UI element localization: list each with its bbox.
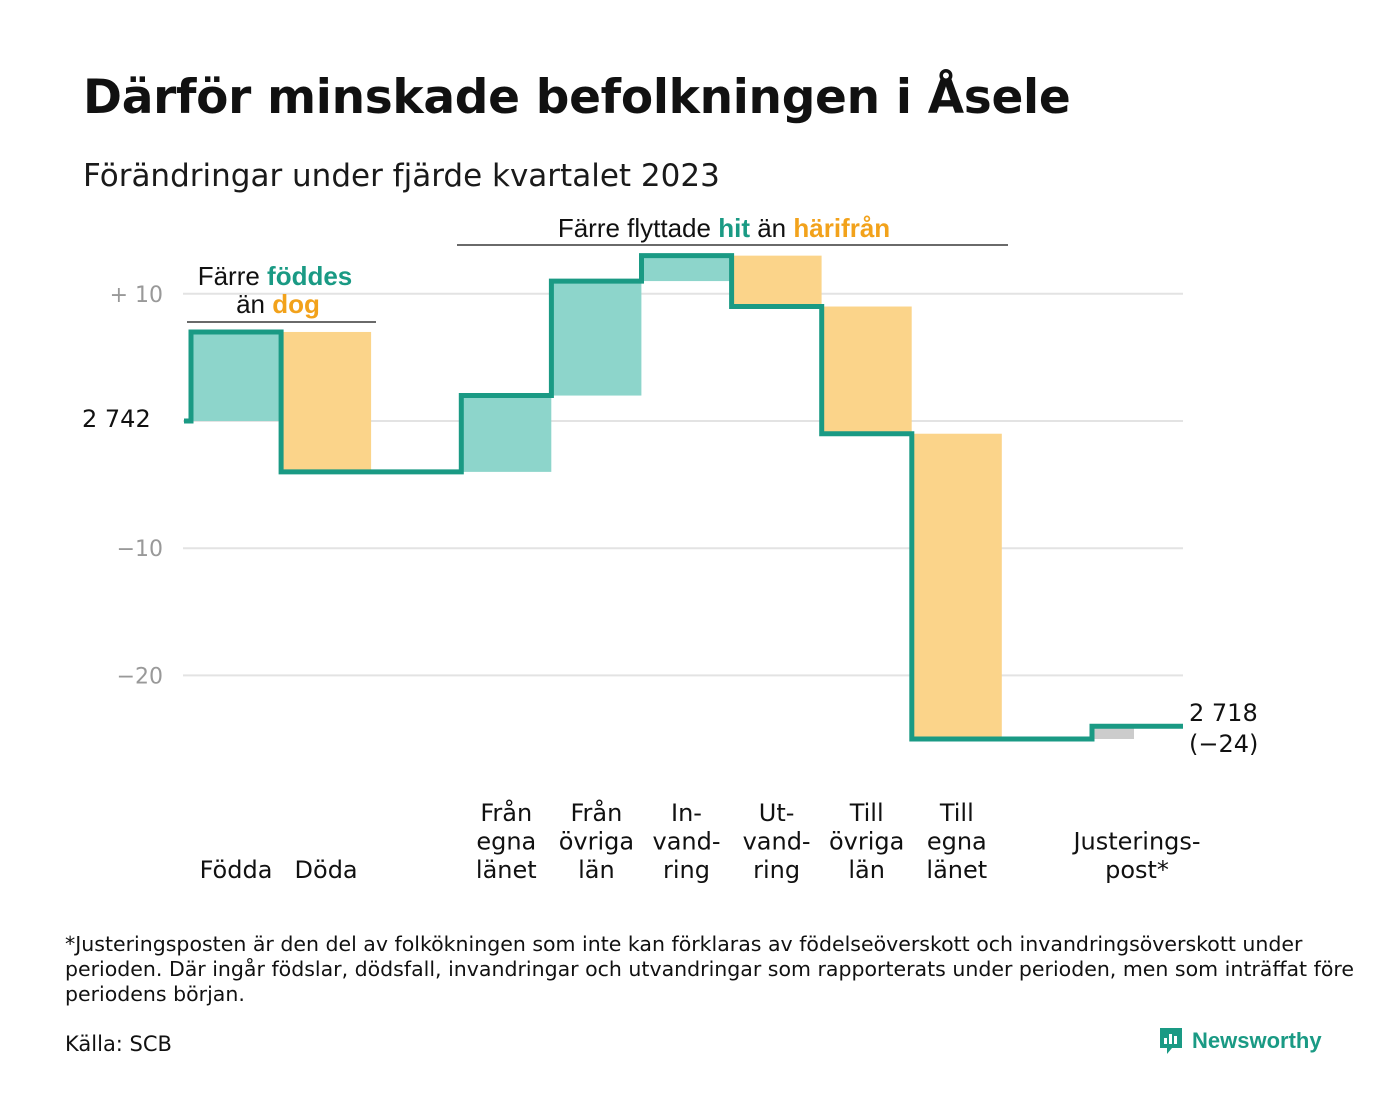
x-tick-label: Från — [480, 798, 532, 827]
x-tick-labels: Födda DödaFrånegnalänetFrånövrigalänIn-va… — [200, 798, 1201, 884]
waterfall-chart: + 10−10−20 Födda DödaFrånegnalänetFrånövr… — [82, 213, 1258, 884]
x-tick-label: egna — [927, 828, 987, 856]
bar — [821, 306, 912, 434]
births-annotation-line2: än dog — [236, 289, 320, 319]
x-tick-label: post* — [1105, 856, 1169, 884]
bars — [191, 255, 1134, 739]
bar — [281, 331, 372, 472]
source: Källa: SCB — [65, 1032, 172, 1056]
chart-subtitle: Förändringar under fjärde kvartalet 2023 — [83, 158, 720, 194]
x-tick-label: In- — [671, 799, 702, 827]
x-tick-label: vand- — [743, 828, 811, 856]
x-tick-label: länet — [926, 856, 987, 884]
brand-name: Newsworthy — [1192, 1028, 1322, 1053]
footnote: *Justeringsposten är den del av folkökni… — [65, 932, 1354, 1006]
x-tick-label: övriga — [559, 828, 634, 856]
chart-title: Därför minskade befolkningen i Åsele — [83, 70, 1071, 125]
brand-logo: Newsworthy — [1158, 1026, 1322, 1056]
x-tick-label: Döda — [295, 856, 358, 884]
x-tick-label: Till — [939, 799, 974, 827]
y-tick-labels: + 10 −10 −20 — [110, 283, 163, 690]
x-tick-label: vand- — [652, 828, 720, 856]
series-line — [184, 253, 1183, 742]
x-tick-label: Till — [849, 799, 884, 827]
births-annotation-line1: Färre föddes — [198, 261, 353, 291]
bar — [461, 395, 552, 472]
start-value-label: 2 742 — [82, 405, 151, 433]
x-tick-label: Från — [570, 798, 622, 827]
bar — [641, 255, 732, 282]
x-tick-label: länet — [476, 856, 537, 884]
bar — [731, 255, 822, 307]
grid-lines — [183, 292, 1183, 677]
newsworthy-logo-icon — [1160, 1028, 1182, 1054]
y-tick-label: −20 — [117, 664, 163, 689]
end-value-label: 2 718 — [1189, 699, 1258, 727]
x-tick-label: övriga — [829, 828, 904, 856]
x-tick-label: Födda — [200, 856, 273, 884]
x-tick-label: ring — [663, 856, 710, 884]
x-tick-label: egna — [476, 828, 536, 856]
x-tick-label: Justerings- — [1071, 828, 1200, 856]
migration-annotation: Färre flyttade hit än härifrån — [558, 213, 890, 243]
y-tick-label: −10 — [117, 537, 163, 562]
y-tick-label: + 10 — [110, 283, 163, 308]
bar — [551, 281, 642, 396]
end-change-label: (−24) — [1189, 730, 1258, 758]
bar — [1092, 726, 1134, 739]
step-line — [184, 253, 1183, 742]
x-tick-label: län — [578, 856, 615, 884]
x-tick-label: Ut- — [759, 799, 795, 827]
x-tick-label: ring — [753, 856, 800, 884]
bar — [191, 331, 281, 421]
x-tick-label: län — [848, 856, 885, 884]
bar — [911, 433, 1002, 739]
